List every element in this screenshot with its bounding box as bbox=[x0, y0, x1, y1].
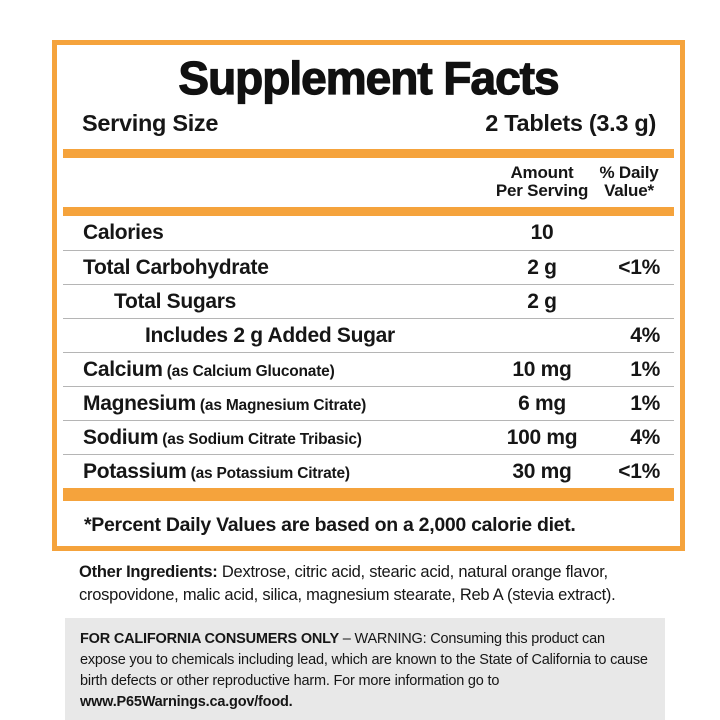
california-warning-intro: FOR CALIFORNIA CONSUMERS ONLY bbox=[80, 631, 339, 647]
serving-size-label: Serving Size bbox=[82, 110, 219, 136]
nutrient-name: Potassium (as Potassium Citrate) bbox=[83, 459, 350, 483]
california-warning-body: – WARNING: Consuming this product can ex… bbox=[80, 631, 648, 689]
nutrient-amount: 100 mg bbox=[506, 425, 578, 449]
panel-title: Supplement Facts bbox=[178, 51, 560, 104]
nutrient-amount: 2 g bbox=[527, 255, 557, 279]
supplement-facts-panel: Supplement Facts Serving Size 2 Tablets … bbox=[52, 40, 685, 551]
nutrient-daily-value: 1% bbox=[630, 357, 660, 381]
nutrient-daily-value: 4% bbox=[630, 323, 660, 347]
other-ingredients-text: Dextrose, citric acid, stearic acid, nat… bbox=[79, 563, 616, 604]
nutrient-row: Calories 10 bbox=[63, 216, 674, 250]
nutrient-source: (as Calcium Gluconate) bbox=[162, 362, 335, 380]
divider-bar-bottom bbox=[63, 488, 674, 501]
nutrient-daily-value: <1% bbox=[618, 255, 660, 279]
nutrient-row: Potassium (as Potassium Citrate) 30 mg <1% bbox=[63, 454, 674, 488]
nutrient-source: (as Magnesium Citrate) bbox=[195, 396, 367, 414]
other-ingredients: Other Ingredients: Dextrose, citric acid… bbox=[79, 561, 631, 607]
nutrient-daily-value: 1% bbox=[630, 391, 660, 415]
divider-bar-top bbox=[63, 149, 674, 158]
amount-column-header: Amount Per Serving bbox=[486, 164, 598, 200]
nutrient-row: Calcium (as Calcium Gluconate) 10 mg 1% bbox=[63, 352, 674, 386]
nutrient-source: (as Sodium Citrate Tribasic) bbox=[158, 430, 362, 448]
nutrient-row: Total Carbohydrate 2 g <1% bbox=[63, 250, 674, 284]
nutrient-amount: 10 mg bbox=[512, 357, 572, 381]
nutrient-name: Total Sugars bbox=[114, 289, 237, 313]
nutrient-daily-value: 4% bbox=[630, 425, 660, 449]
column-headers: Amount Per Serving % Daily Value* bbox=[63, 158, 674, 207]
california-warning-box: FOR CALIFORNIA CONSUMERS ONLY – WARNING:… bbox=[65, 618, 665, 720]
nutrient-name: Magnesium (as Magnesium Citrate) bbox=[83, 391, 367, 415]
daily-value-header-line2: Value* bbox=[604, 181, 654, 200]
daily-value-footnote: *Percent Daily Values are based on a 2,0… bbox=[84, 514, 576, 536]
nutrient-row: Includes 2 g Added Sugar 4% bbox=[63, 318, 674, 352]
daily-value-column-header: % Daily Value* bbox=[598, 164, 660, 200]
nutrient-name: Calories bbox=[83, 221, 164, 244]
nutrient-name: Total Carbohydrate bbox=[83, 255, 269, 279]
daily-value-header-line1: % Daily bbox=[599, 163, 659, 182]
amount-header-line1: Amount bbox=[510, 163, 574, 182]
nutrient-amount: 30 mg bbox=[512, 459, 572, 483]
nutrient-amount: 10 bbox=[530, 221, 554, 244]
divider-bar-header bbox=[63, 207, 674, 216]
other-ingredients-label: Other Ingredients: bbox=[79, 563, 218, 581]
nutrient-name: Includes 2 g Added Sugar bbox=[145, 323, 395, 347]
serving-size-value: 2 Tablets (3.3 g) bbox=[485, 110, 656, 136]
california-warning-link: www.P65Warnings.ca.gov/food. bbox=[80, 694, 293, 710]
nutrient-table: Calories 10 Total Carbohydrate 2 g <1% Total … bbox=[63, 216, 674, 488]
nutrient-amount: 2 g bbox=[527, 289, 557, 313]
serving-size-row: Serving Size 2 Tablets (3.3 g) bbox=[63, 105, 674, 149]
nutrient-amount: 6 mg bbox=[518, 391, 566, 415]
nutrient-row: Sodium (as Sodium Citrate Tribasic) 100 m… bbox=[63, 420, 674, 454]
nutrient-daily-value: <1% bbox=[618, 459, 660, 483]
nutrient-name: Calcium (as Calcium Gluconate) bbox=[83, 357, 335, 381]
nutrient-row: Total Sugars 2 g bbox=[63, 284, 674, 318]
nutrient-name: Sodium (as Sodium Citrate Tribasic) bbox=[83, 425, 362, 449]
nutrient-source: (as Potassium Citrate) bbox=[186, 464, 350, 482]
amount-header-line2: Per Serving bbox=[495, 181, 589, 200]
nutrient-row: Magnesium (as Magnesium Citrate) 6 mg 1% bbox=[63, 386, 674, 420]
